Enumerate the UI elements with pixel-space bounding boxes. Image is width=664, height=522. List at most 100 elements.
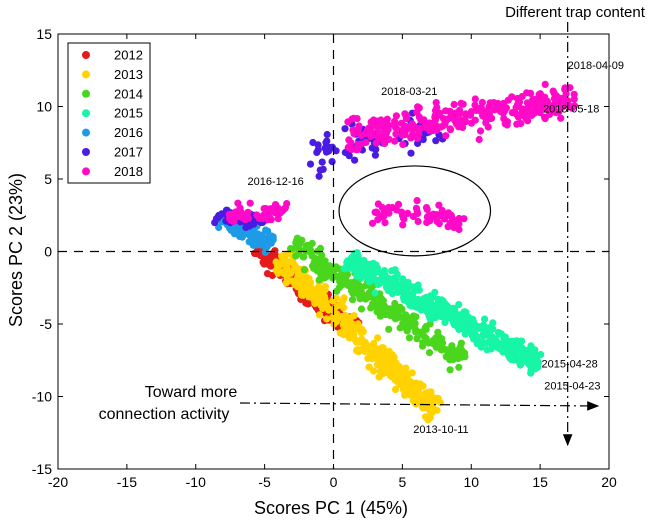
data-point-2013 bbox=[282, 279, 290, 287]
data-point-2018 bbox=[561, 85, 569, 93]
data-point-2018 bbox=[471, 101, 479, 109]
data-point-2018 bbox=[367, 118, 375, 126]
y-tick-label: 15 bbox=[36, 26, 52, 42]
legend-label-2012: 2012 bbox=[114, 48, 143, 63]
data-point-2018 bbox=[412, 204, 420, 212]
data-point-2014 bbox=[409, 312, 417, 320]
date-annotation: 2018-04-09 bbox=[568, 60, 624, 72]
data-point-2013 bbox=[330, 305, 338, 313]
data-point-2015 bbox=[365, 278, 373, 286]
data-point-2013 bbox=[375, 373, 383, 381]
data-point-2018 bbox=[380, 212, 388, 220]
data-point-2014 bbox=[320, 274, 329, 282]
data-point-2014 bbox=[377, 295, 386, 303]
data-point-2015 bbox=[391, 266, 399, 274]
data-point-2018 bbox=[441, 215, 449, 223]
data-point-2014 bbox=[391, 315, 399, 323]
data-point-2013 bbox=[300, 286, 308, 294]
data-point-2014 bbox=[329, 264, 337, 272]
data-point-2015 bbox=[489, 325, 497, 333]
data-point-2013 bbox=[420, 404, 428, 412]
data-point-2018 bbox=[376, 122, 384, 130]
data-point-2015 bbox=[486, 339, 494, 347]
data-point-2018 bbox=[426, 127, 434, 135]
data-point-2018 bbox=[373, 209, 381, 217]
date-annotation: 2015-04-28 bbox=[542, 359, 598, 371]
data-point-2013 bbox=[374, 334, 382, 342]
data-point-2018 bbox=[397, 119, 406, 127]
y-tick-label: 0 bbox=[44, 244, 52, 260]
data-point-2018 bbox=[227, 217, 235, 225]
data-point-2014 bbox=[439, 345, 448, 353]
data-point-2014 bbox=[439, 339, 447, 347]
y-tick-label: -5 bbox=[40, 316, 53, 332]
y-tick-label: -15 bbox=[32, 461, 52, 477]
data-point-2013 bbox=[414, 383, 422, 391]
data-point-2015 bbox=[533, 351, 541, 359]
data-point-2015 bbox=[431, 288, 439, 296]
data-point-2014 bbox=[312, 255, 320, 263]
data-point-2013 bbox=[294, 283, 302, 291]
data-point-2014 bbox=[399, 313, 407, 321]
data-point-2016 bbox=[269, 233, 277, 241]
data-point-2013 bbox=[299, 291, 307, 299]
data-point-2015 bbox=[429, 308, 437, 316]
data-point-2015 bbox=[460, 325, 468, 333]
data-point-2018 bbox=[383, 115, 391, 123]
data-point-2018 bbox=[471, 116, 479, 124]
data-point-2014 bbox=[357, 305, 366, 313]
date-annotation: 2016-12-16 bbox=[248, 176, 304, 188]
data-point-2013 bbox=[436, 399, 444, 407]
data-point-2014 bbox=[365, 289, 373, 297]
data-point-2018 bbox=[476, 127, 485, 135]
data-point-2018 bbox=[234, 199, 242, 207]
data-point-2018 bbox=[491, 106, 499, 114]
data-point-2015 bbox=[399, 275, 407, 283]
data-point-2013 bbox=[395, 369, 403, 377]
data-point-2017 bbox=[212, 215, 221, 223]
data-point-2013 bbox=[336, 329, 344, 337]
data-point-2013 bbox=[352, 347, 361, 355]
data-point-2012 bbox=[272, 251, 280, 259]
data-point-2015 bbox=[371, 289, 379, 297]
data-point-2013 bbox=[272, 266, 280, 274]
data-point-2018 bbox=[260, 205, 268, 213]
data-point-2018 bbox=[557, 114, 565, 122]
data-point-2013 bbox=[424, 416, 432, 424]
data-point-2018 bbox=[454, 217, 462, 225]
data-point-2018 bbox=[274, 215, 282, 223]
data-point-2014 bbox=[457, 339, 465, 347]
data-point-2013 bbox=[332, 294, 340, 302]
legend-label-2015: 2015 bbox=[114, 106, 143, 121]
data-point-2018 bbox=[407, 134, 415, 142]
data-point-2013 bbox=[360, 344, 368, 352]
data-point-2018 bbox=[429, 210, 437, 218]
data-point-2015 bbox=[419, 303, 428, 311]
data-point-2018 bbox=[524, 117, 532, 125]
data-point-2015 bbox=[381, 270, 389, 278]
data-point-2018 bbox=[426, 217, 434, 225]
data-point-2018 bbox=[546, 102, 554, 110]
data-point-2017 bbox=[328, 158, 336, 166]
legend-marker-2014 bbox=[82, 89, 90, 98]
data-point-2015 bbox=[441, 318, 449, 326]
data-point-2013 bbox=[278, 257, 286, 265]
data-point-2018 bbox=[475, 135, 483, 144]
data-point-2018 bbox=[536, 109, 544, 117]
legend-marker-2017 bbox=[82, 148, 90, 156]
data-point-2018 bbox=[460, 215, 468, 223]
data-point-2013 bbox=[406, 378, 415, 386]
data-point-2018 bbox=[452, 115, 460, 124]
data-point-2015 bbox=[469, 315, 477, 323]
data-point-2014 bbox=[458, 346, 466, 355]
data-point-2018 bbox=[446, 126, 455, 134]
data-point-2018 bbox=[354, 125, 363, 133]
data-point-2013 bbox=[402, 371, 410, 379]
data-point-2018 bbox=[398, 131, 406, 139]
data-point-2013 bbox=[338, 314, 346, 322]
data-point-2014 bbox=[295, 244, 303, 253]
y-tick-label: -10 bbox=[32, 389, 52, 405]
data-point-2015 bbox=[504, 351, 512, 359]
data-point-2018 bbox=[508, 93, 516, 101]
data-point-2013 bbox=[391, 385, 400, 394]
